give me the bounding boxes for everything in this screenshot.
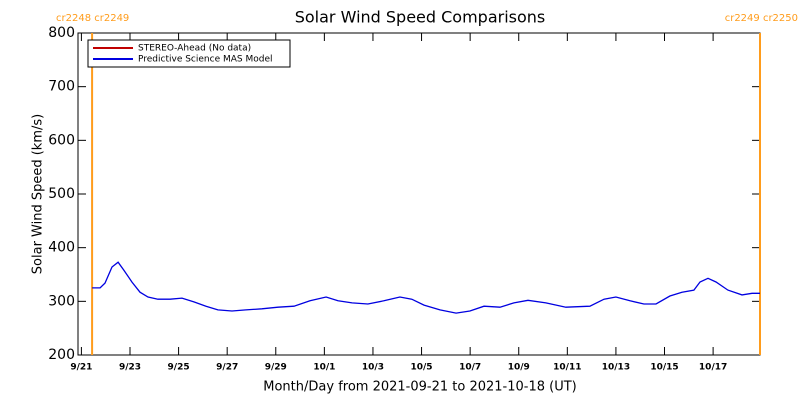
x-tick-label: 10/11 bbox=[553, 363, 581, 373]
x-tick-label: 10/3 bbox=[362, 363, 384, 373]
y-tick-label: 300 bbox=[48, 293, 75, 309]
x-tick-label: 10/5 bbox=[411, 363, 433, 373]
x-tick-label: 9/21 bbox=[70, 363, 92, 373]
x-tick-label: 9/27 bbox=[216, 363, 238, 373]
y-tick-label: 600 bbox=[48, 132, 75, 148]
y-tick-label: 400 bbox=[48, 240, 75, 256]
y-tick-label: 700 bbox=[48, 79, 75, 95]
carrington-label: cr2248 cr2249 bbox=[56, 13, 129, 24]
carrington-label: cr2249 cr2250 bbox=[725, 13, 798, 24]
x-tick-label: 10/17 bbox=[699, 363, 727, 373]
y-tick-label: 200 bbox=[48, 347, 75, 363]
series-line bbox=[92, 261, 760, 314]
x-tick-label: 9/23 bbox=[119, 363, 141, 373]
legend-label: STEREO-Ahead (No data) bbox=[138, 44, 251, 54]
x-tick-label: 10/9 bbox=[508, 363, 530, 373]
plot-frame bbox=[77, 32, 761, 356]
x-tick-label: 10/7 bbox=[459, 363, 481, 373]
legend-box bbox=[87, 39, 291, 68]
x-tick-label: 10/1 bbox=[313, 363, 335, 373]
chart-title: Solar Wind Speed Comparisons bbox=[295, 8, 546, 27]
x-tick-label: 10/15 bbox=[650, 363, 678, 373]
x-tick-label: 9/25 bbox=[168, 363, 190, 373]
y-axis-label: Solar Wind Speed (km/s) bbox=[31, 114, 46, 274]
y-tick-label: 800 bbox=[48, 25, 75, 41]
x-axis-label: Month/Day from 2021-09-21 to 2021-10-18 … bbox=[263, 380, 576, 395]
legend-label: Predictive Science MAS Model bbox=[138, 55, 273, 65]
x-tick-label: 9/29 bbox=[265, 363, 287, 373]
x-tick-label: 10/13 bbox=[602, 363, 630, 373]
y-tick-label: 500 bbox=[48, 186, 75, 202]
